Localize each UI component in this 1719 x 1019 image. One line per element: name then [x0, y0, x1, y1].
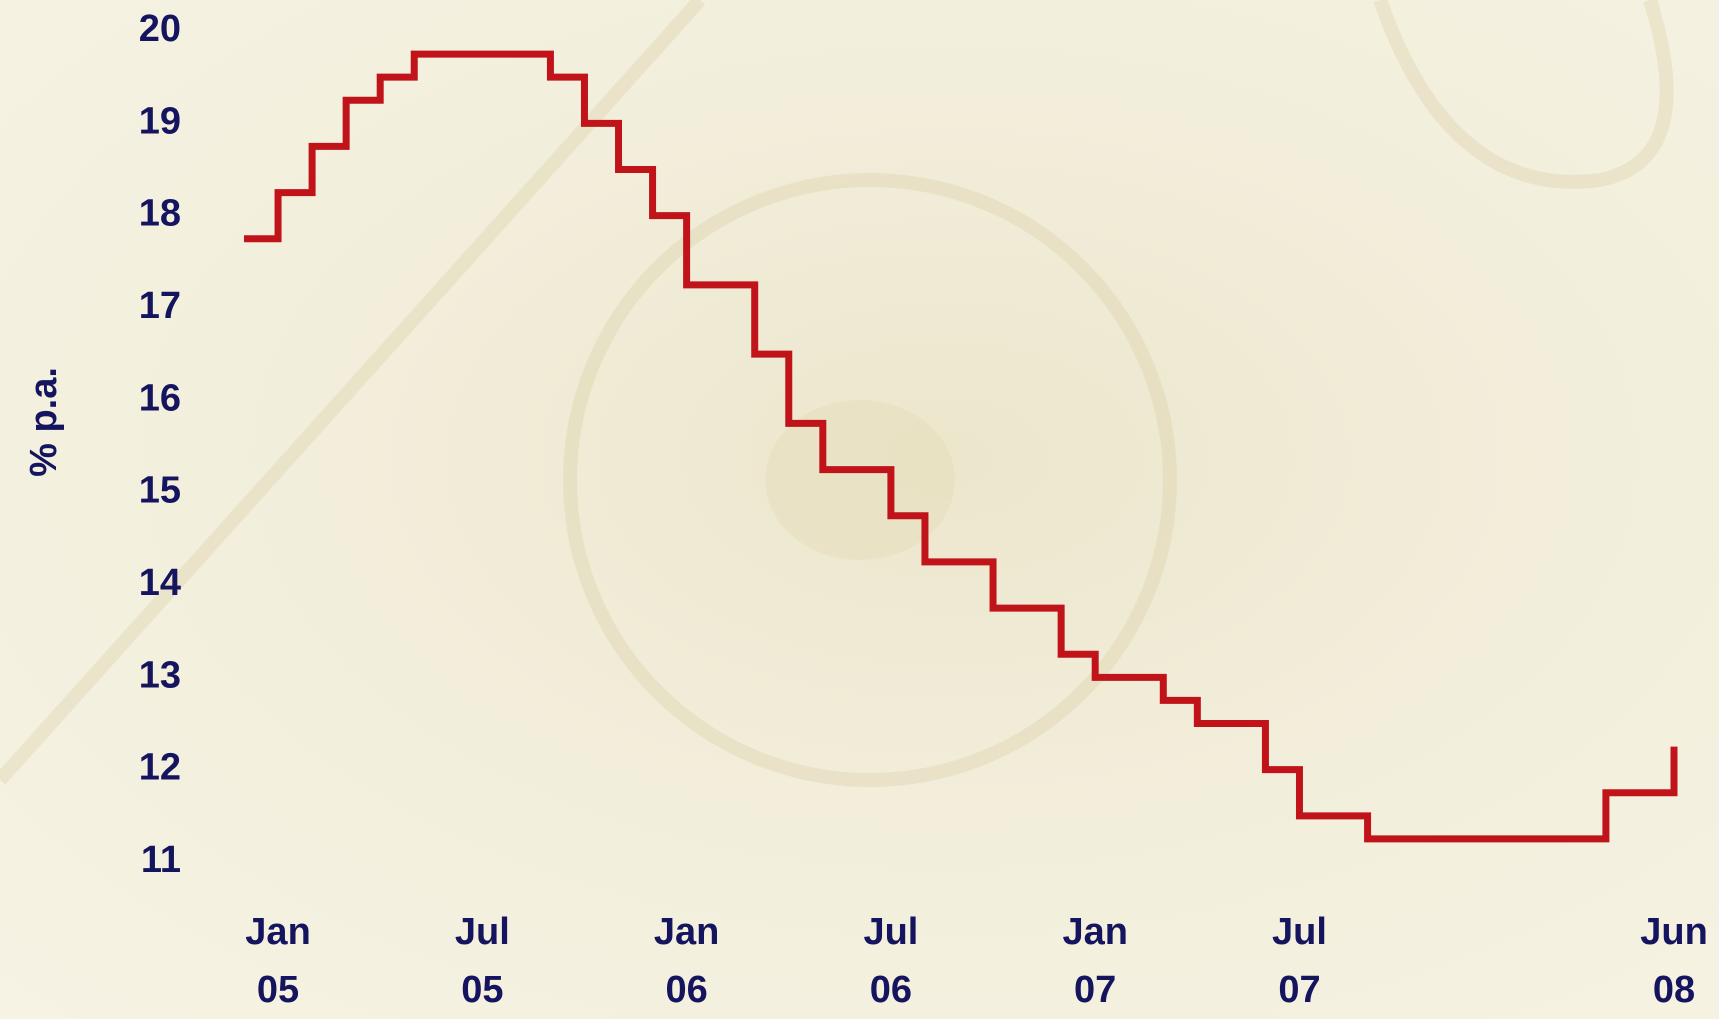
rate-line: [244, 50, 1678, 843]
y-tick-label: 20: [139, 8, 181, 50]
y-tick-label: 18: [139, 193, 181, 235]
y-tick-label: 13: [139, 654, 181, 696]
y-tick-label: 15: [139, 470, 181, 512]
y-tick-label: 14: [139, 562, 181, 604]
background-decor: [0, 0, 1674, 787]
y-axis-label: % p.a.: [23, 367, 65, 477]
x-tick-label: Jun 08: [1640, 911, 1708, 1011]
y-tick-label: 19: [139, 100, 181, 142]
y-tick-label: 17: [139, 285, 181, 327]
x-tick-label: Jul 05: [454, 911, 510, 1011]
x-tick-label: Jan 07: [1062, 911, 1128, 1011]
x-tick-label: Jan 05: [245, 911, 311, 1011]
y-tick-label: 12: [139, 747, 181, 789]
y-tick-label: 16: [139, 377, 181, 419]
x-tick-label: Jul 07: [1272, 911, 1327, 1011]
y-tick-label: 11: [141, 839, 181, 881]
x-tick-label: Jan 06: [653, 911, 720, 1011]
x-tick-label: Jul 06: [863, 911, 919, 1011]
